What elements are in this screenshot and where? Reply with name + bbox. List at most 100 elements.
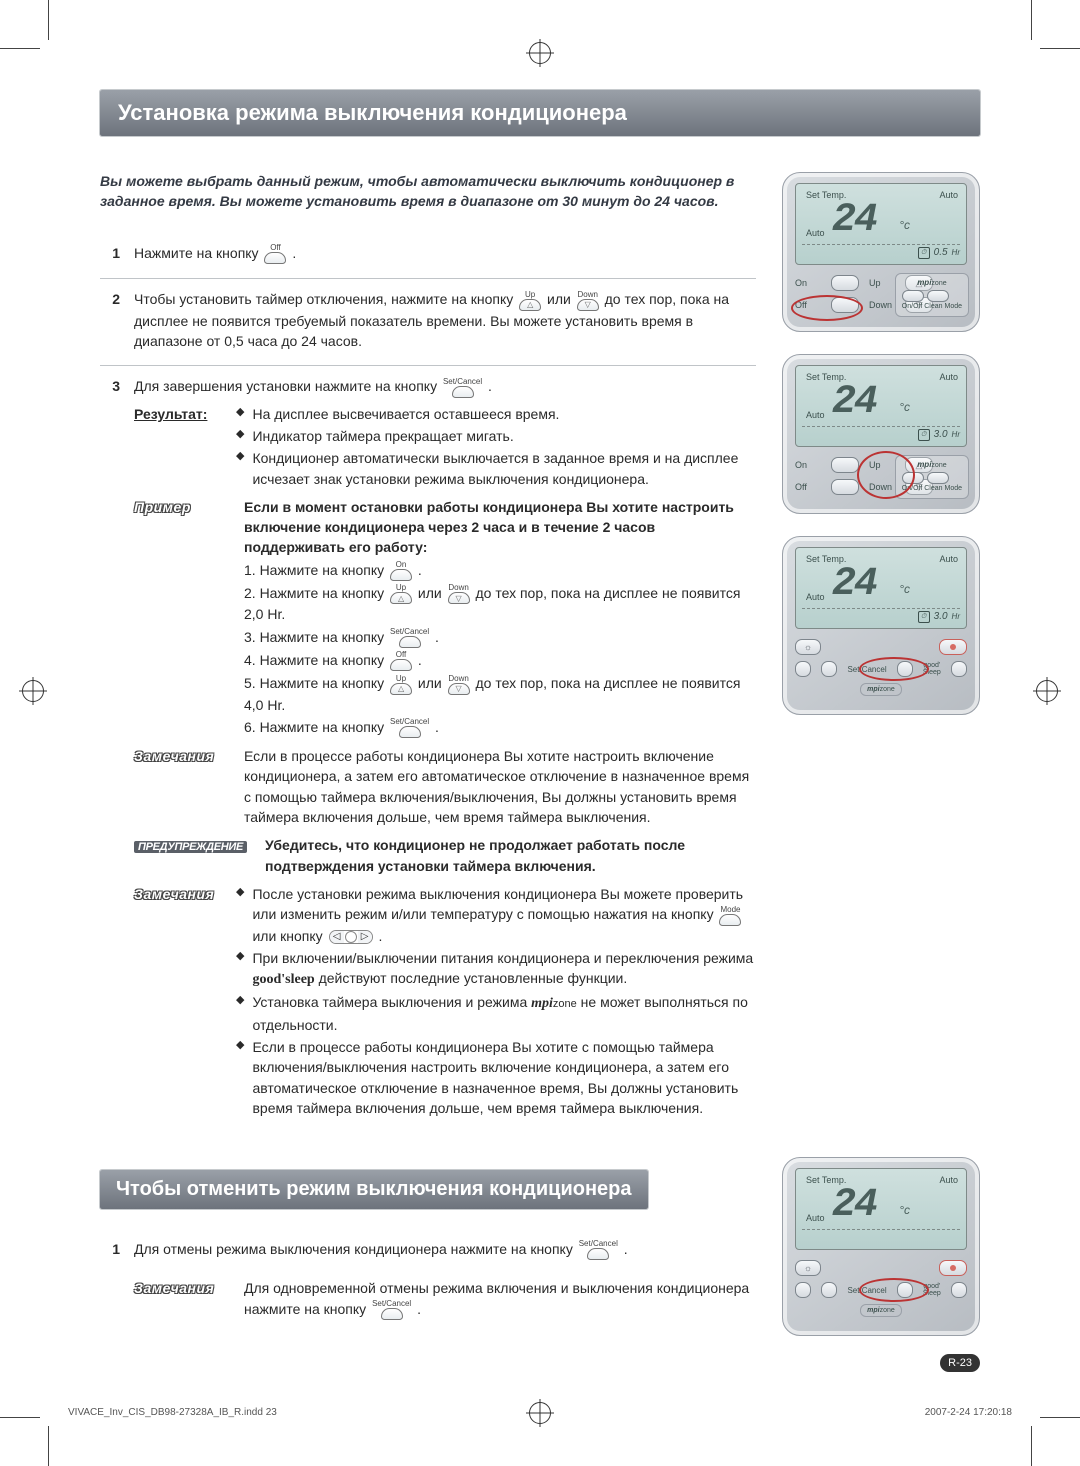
- step-number: 1: [100, 1239, 120, 1322]
- highlight-off-button: [791, 295, 863, 321]
- crop-mark: [1040, 1417, 1080, 1418]
- remote-mockup-2: Set Temp. Auto 24 °c Auto ⏱3.0Hr mpizone…: [782, 354, 980, 514]
- cancel-step-1: 1 Для отмены режима выключения кондицион…: [100, 1229, 756, 1336]
- main-text-column: Вы можете выбрать данный режим, чтобы ав…: [100, 172, 756, 1336]
- crop-mark: [0, 48, 40, 49]
- down-label: Down: [869, 300, 895, 310]
- crop-mark: [48, 1426, 49, 1466]
- result-2: Индикатор таймера прекращает мигать.: [252, 426, 513, 446]
- note-4: Установка таймера выключения и режима mp…: [252, 992, 756, 1035]
- down-button-icon: Down▽: [448, 584, 470, 604]
- timer-icon: ⏱: [918, 611, 930, 623]
- result-label: Результат:: [134, 404, 226, 491]
- highlight-setcancel: [859, 1278, 929, 1302]
- step-2-text-b: или: [547, 291, 571, 307]
- screen-auto: Auto: [939, 190, 958, 200]
- screen-temp: 24: [832, 198, 876, 243]
- setcancel-button-icon: Set/Cancel: [390, 628, 429, 648]
- highlight-setcancel: [859, 657, 929, 681]
- remote-btn: [821, 661, 837, 677]
- screen-deg: °c: [899, 218, 910, 232]
- setcancel-button-icon: Set/Cancel: [372, 1300, 411, 1320]
- screen-timer-value: 3.0: [934, 429, 948, 440]
- up-label: Up: [869, 278, 895, 288]
- step-2-text-a: Чтобы установить таймер отключения, нажм…: [134, 291, 513, 307]
- mpizone-strip: mpizone: [860, 683, 902, 696]
- remote-fan-button: ☼: [795, 639, 821, 655]
- mpizone-panel: mpizone On/Off Clean Mode: [895, 273, 969, 317]
- crop-mark: [0, 1417, 40, 1418]
- step-3-text: Для завершения установки нажмите на кноп…: [134, 378, 437, 394]
- crop-mark: [48, 0, 49, 40]
- cancel-note: Для одновременной отмены режима включени…: [244, 1280, 749, 1316]
- example-label: Пример: [134, 497, 226, 740]
- screen-timer-value: 0.5: [934, 247, 948, 258]
- page-number: R-23: [940, 1354, 980, 1372]
- setcancel-button-icon: Set/Cancel: [390, 718, 429, 738]
- example-step-3: 3. Нажмите на кнопку: [244, 629, 384, 645]
- crop-mark: [1040, 48, 1080, 49]
- step-number: 2: [100, 289, 120, 351]
- remote-btn: [821, 1282, 837, 1298]
- intro-text: Вы можете выбрать данный режим, чтобы ав…: [100, 172, 756, 211]
- step-number: 3: [100, 376, 120, 1120]
- step-2: 2 Чтобы установить таймер отключения, на…: [100, 279, 756, 366]
- up-button-icon: Up△: [519, 291, 541, 311]
- up-button-icon: Up△: [390, 584, 412, 604]
- step-3: 3 Для завершения установки нажмите на кн…: [100, 366, 756, 1134]
- step-1: 1 Нажмите на кнопку Off .: [100, 233, 756, 279]
- example-step-5a: 5. Нажмите на кнопку: [244, 675, 384, 691]
- remote-illustrations: Set Temp. Auto 24 °c Auto ⏱0.5Hr mpizone…: [782, 172, 980, 1336]
- timer-icon: ⏱: [918, 247, 930, 259]
- remote-on-button: [831, 275, 859, 291]
- remote-off-button: [831, 479, 859, 495]
- note-3: При включении/выключении питания кондици…: [252, 948, 756, 991]
- crop-mark: [1031, 0, 1032, 40]
- screen-timer-value: 3.0: [934, 611, 948, 622]
- example-step-4: 4. Нажмите на кнопку: [244, 652, 384, 668]
- setcancel-button-icon: Set/Cancel: [579, 1240, 618, 1260]
- crop-mark: [1031, 1426, 1032, 1466]
- registration-mark: [529, 42, 551, 64]
- example-step-6: 6. Нажмите на кнопку: [244, 719, 384, 735]
- indesign-footer-right: 2007-2-24 17:20:18: [925, 1407, 1012, 1418]
- page-title: Установка режима выключения кондиционера: [100, 90, 980, 136]
- example-step-1: 1. Нажмите на кнопку: [244, 562, 384, 578]
- on-button-icon: On: [390, 561, 412, 581]
- note-1: Если в процессе работы кондиционера Вы х…: [244, 746, 756, 827]
- screen-auto-mode: Auto: [806, 228, 825, 238]
- warning-text: Убедитесь, что кондиционер не продолжает…: [265, 835, 756, 876]
- note-2a: После установки режима выключения кондиц…: [252, 886, 743, 922]
- note-5: Если в процессе работы кондиционера Вы х…: [252, 1037, 756, 1118]
- off-button-icon: Off: [264, 244, 286, 264]
- cancel-text: Для отмены режима выключения кондиционер…: [134, 1241, 573, 1257]
- step-1-text: Нажмите на кнопку: [134, 245, 259, 261]
- page: Установка режима выключения кондиционера…: [100, 90, 980, 1366]
- mpizone-strip: mpizone: [860, 1304, 902, 1317]
- remote-mockup-3: Set Temp. Auto 24 °c Auto ⏱3.0Hr ☼ Set/C…: [782, 536, 980, 715]
- remote-mockup-4: Set Temp. Auto 24 °c Auto ☼ Set/Cancel g…: [782, 1157, 980, 1336]
- note-label-3: Замечания: [134, 1278, 226, 1322]
- highlight-up-down: [857, 451, 915, 499]
- off-button-icon: Off: [390, 651, 412, 671]
- remote-fan-button: ☼: [795, 1260, 821, 1276]
- temp-button-icon: ◁▷: [329, 930, 373, 944]
- mode-button-icon: Mode: [719, 906, 741, 926]
- result-3: Кондиционер автоматически выключается в …: [252, 448, 756, 489]
- timer-icon: ⏱: [918, 429, 930, 441]
- note-label-2: Замечания: [134, 884, 226, 1120]
- remote-on-button: [831, 457, 859, 473]
- remote-btn: [795, 1282, 811, 1298]
- note-label: Замечания: [134, 746, 226, 829]
- registration-mark: [529, 1402, 551, 1424]
- on-label: On: [795, 278, 821, 288]
- registration-mark: [1036, 680, 1058, 702]
- up-button-icon: Up△: [390, 675, 412, 695]
- subtitle: Чтобы отменить режим выключения кондицио…: [100, 1170, 648, 1209]
- remote-mockup-1: Set Temp. Auto 24 °c Auto ⏱0.5Hr mpizone…: [782, 172, 980, 332]
- registration-mark: [22, 680, 44, 702]
- warning-label: ПРЕДУПРЕЖДЕНИЕ: [134, 841, 247, 853]
- example-step-2a: 2. Нажмите на кнопку: [244, 585, 384, 601]
- remote-power-button: [939, 639, 967, 655]
- note-2b: или кнопку: [252, 928, 322, 944]
